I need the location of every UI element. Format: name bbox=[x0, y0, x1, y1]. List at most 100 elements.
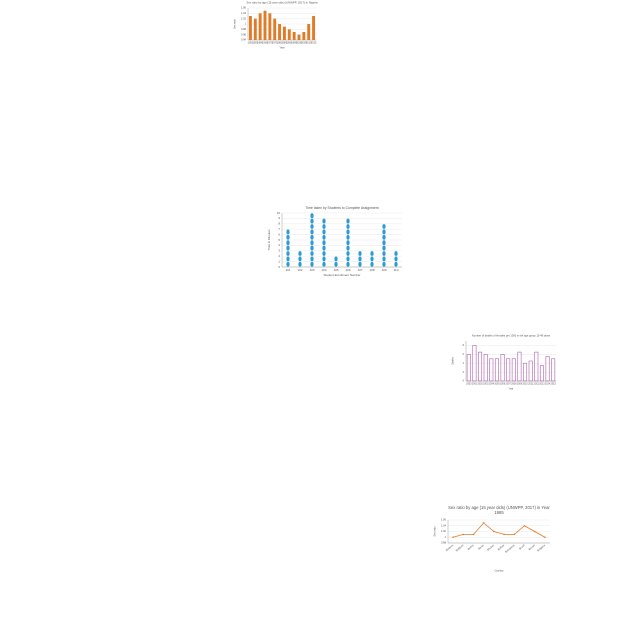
x-tick-label: 1960 bbox=[257, 41, 263, 45]
x-tick-label: 1955 bbox=[252, 41, 258, 45]
x-tick-label: 2015 bbox=[311, 41, 317, 45]
dot bbox=[346, 261, 350, 267]
x-axis-label: Country bbox=[494, 569, 504, 573]
bar bbox=[472, 345, 477, 382]
x-tick-label: Belarus bbox=[445, 543, 455, 552]
point bbox=[493, 530, 495, 533]
dot bbox=[286, 261, 290, 267]
dot bbox=[310, 240, 314, 246]
y-tick-label: 0.98 bbox=[241, 27, 247, 31]
x-axis-label: Year bbox=[279, 46, 284, 50]
dot bbox=[286, 234, 290, 240]
x-tick-label: Bolivia bbox=[497, 543, 506, 551]
point bbox=[472, 533, 475, 536]
bar bbox=[511, 358, 516, 382]
dot bbox=[394, 251, 398, 256]
dot bbox=[370, 256, 374, 262]
x-tick-label: 2011 bbox=[528, 383, 534, 386]
x-tick-label: 2005 bbox=[494, 383, 500, 386]
dot-column bbox=[394, 251, 398, 267]
dot bbox=[346, 234, 350, 240]
x-tick-label: 2015 bbox=[551, 383, 557, 386]
bar bbox=[494, 358, 499, 382]
x-tick-label: 1990 bbox=[286, 41, 292, 45]
bar bbox=[258, 13, 262, 41]
x-tick-label: Benin bbox=[477, 543, 485, 551]
chart: Time taken by Students to Complete Assig… bbox=[267, 206, 402, 277]
bar bbox=[517, 351, 522, 382]
dot-column bbox=[358, 251, 362, 267]
bar bbox=[534, 351, 539, 382]
dot bbox=[394, 261, 398, 267]
point bbox=[482, 522, 485, 524]
dot bbox=[322, 229, 326, 235]
y-tick-label: 0 bbox=[278, 265, 280, 269]
x-axis-label: Student Enrollment Number bbox=[323, 273, 360, 277]
dot bbox=[298, 251, 302, 256]
x-tick-label: 1995 bbox=[291, 41, 297, 45]
x-tick-label: 1975 bbox=[272, 41, 278, 45]
dot bbox=[382, 245, 386, 251]
dot bbox=[346, 245, 350, 251]
dot bbox=[382, 251, 386, 256]
y-tick-label: 0.96 bbox=[241, 32, 247, 36]
x-tick-label: 2010 bbox=[522, 383, 528, 386]
y-tick-label: 5 bbox=[278, 238, 280, 242]
bar bbox=[273, 18, 277, 40]
x-tick-label: Bulgaria bbox=[536, 543, 546, 553]
bar bbox=[268, 13, 272, 41]
x-tick-label: 2002 bbox=[477, 383, 483, 386]
x-tick-label: 101 bbox=[285, 268, 290, 272]
x-tick-label: 2008 bbox=[511, 383, 517, 386]
y-tick-label: 6 bbox=[463, 353, 465, 356]
x-tick-label: 102 bbox=[297, 268, 302, 272]
y-axis-label: Time in Minutes bbox=[267, 229, 271, 251]
line bbox=[452, 522, 546, 538]
x-tick-label: 2000 bbox=[296, 41, 302, 45]
point bbox=[523, 524, 526, 527]
dot bbox=[346, 229, 350, 235]
bar bbox=[307, 24, 311, 40]
x-tick-label: Belgium bbox=[455, 543, 465, 552]
chart-title: Number of deaths of females per 1000 in … bbox=[472, 334, 551, 338]
chart-title: Time taken by Students to Complete Assig… bbox=[305, 206, 378, 210]
dot bbox=[382, 240, 386, 246]
bar bbox=[483, 354, 488, 382]
dot bbox=[346, 224, 350, 229]
chart-title: Sex ratio by age (15 year olds) (UNWPP, … bbox=[246, 1, 318, 5]
dot bbox=[358, 256, 362, 262]
dot bbox=[310, 261, 314, 267]
dot bbox=[310, 256, 314, 262]
y-axis-label: Sex ratio bbox=[433, 526, 437, 537]
y-tick-label: 1 bbox=[445, 535, 447, 539]
dot bbox=[382, 229, 386, 235]
x-tick-label: 1970 bbox=[267, 41, 273, 45]
bar bbox=[297, 34, 301, 40]
dot-column bbox=[310, 213, 314, 267]
x-tick-label: 2007 bbox=[506, 383, 512, 386]
dot bbox=[310, 234, 314, 240]
y-tick-label: 7 bbox=[278, 227, 280, 231]
dot bbox=[322, 245, 326, 251]
x-tick-label: 1965 bbox=[262, 41, 268, 45]
bar bbox=[545, 356, 550, 382]
point bbox=[544, 536, 546, 539]
dot-column bbox=[346, 218, 350, 267]
x-tick-label: 1980 bbox=[277, 41, 283, 45]
bar bbox=[278, 24, 282, 40]
x-tick-label: 2012 bbox=[534, 383, 540, 386]
y-tick-label: 1.02 bbox=[441, 529, 447, 533]
x-tick-label: 2000 bbox=[466, 383, 472, 386]
dot bbox=[382, 224, 386, 229]
bar bbox=[292, 32, 296, 40]
x-tick-label: 108 bbox=[369, 268, 374, 272]
bar bbox=[253, 18, 257, 40]
bar bbox=[248, 16, 252, 40]
bar bbox=[282, 26, 286, 40]
dot bbox=[310, 229, 314, 235]
chart: Number of deaths of females per 1000 in … bbox=[452, 334, 557, 391]
y-tick-label: 4 bbox=[278, 243, 280, 247]
chart: Sex ratio by age (15 year olds) (UNWPP, … bbox=[433, 505, 551, 573]
y-tick-label: 6 bbox=[278, 232, 280, 236]
point bbox=[503, 533, 505, 536]
